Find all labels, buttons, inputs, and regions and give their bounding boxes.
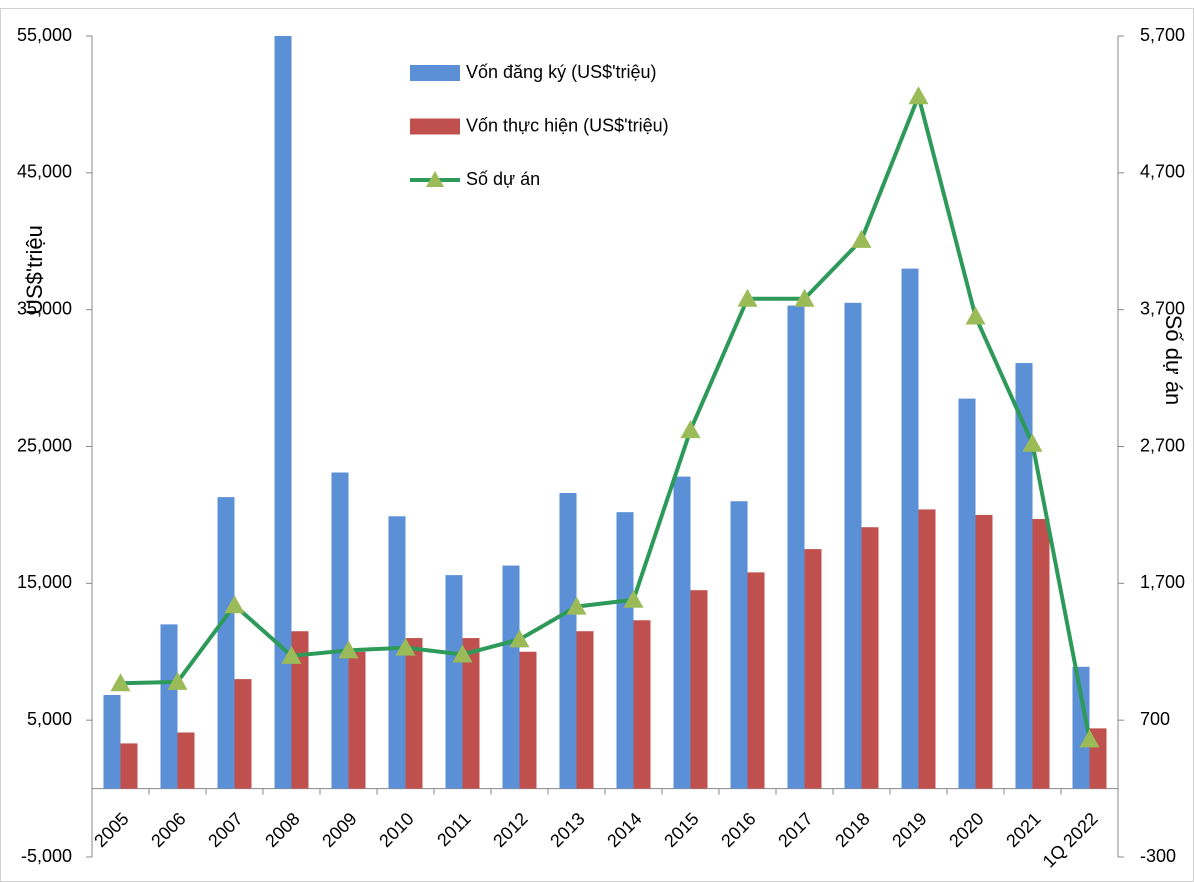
line-marker <box>509 629 530 648</box>
bar <box>633 620 651 789</box>
line-marker <box>452 644 473 663</box>
legend-marker <box>426 171 444 187</box>
bar <box>217 497 235 789</box>
y-tick-label: 25,000 <box>17 435 72 455</box>
y2-tick-label: 3,700 <box>1140 298 1185 318</box>
legend-label: Vốn đăng ký (US$'triệu) <box>466 62 657 82</box>
y2-tick-label: 4,700 <box>1140 162 1185 182</box>
y2-tick-label: 5,700 <box>1140 25 1185 45</box>
x-tick-label: 2020 <box>945 809 987 851</box>
line-marker <box>1079 729 1100 748</box>
bar <box>274 36 292 789</box>
line-marker <box>737 288 758 307</box>
x-tick-label: 2008 <box>261 809 303 851</box>
bar <box>234 679 252 789</box>
bar <box>120 743 138 789</box>
x-tick-label: 2018 <box>831 809 873 851</box>
bar <box>690 590 708 789</box>
line-marker <box>680 420 701 439</box>
x-tick-label: 2014 <box>603 809 645 851</box>
bar <box>918 509 936 789</box>
y2-tick-label: -300 <box>1140 846 1176 866</box>
x-tick-label: 2011 <box>433 809 475 851</box>
x-tick-label: 2007 <box>204 809 246 851</box>
y-tick-label: 55,000 <box>17 25 72 45</box>
bar <box>730 501 748 789</box>
y2-tick-label: 700 <box>1140 709 1170 729</box>
bar <box>616 512 634 789</box>
bar <box>861 527 879 789</box>
y-tick-label: 35,000 <box>17 298 72 318</box>
x-tick-label: 1Q 2022 <box>1039 809 1102 872</box>
line-marker <box>1022 433 1043 452</box>
x-tick-label: 2016 <box>717 809 759 851</box>
line-marker <box>281 645 302 664</box>
y-axis-title: US$'triệu <box>22 225 47 315</box>
line <box>120 89 1092 740</box>
bar <box>1072 666 1090 789</box>
line-marker <box>965 306 986 325</box>
bar <box>1032 519 1050 789</box>
x-tick-label: 2015 <box>660 809 702 851</box>
bar <box>844 302 862 789</box>
bar <box>804 549 822 789</box>
line-marker <box>395 637 416 656</box>
bar <box>673 476 691 789</box>
line-marker <box>167 671 188 690</box>
bar <box>462 638 480 789</box>
x-tick-label: 2017 <box>774 809 816 851</box>
x-tick-label: 2010 <box>375 809 417 851</box>
bar <box>787 305 805 789</box>
y-tick-label: -5,000 <box>21 846 72 866</box>
bar <box>348 651 366 789</box>
bar <box>177 732 195 789</box>
y-tick-label: 5,000 <box>27 709 72 729</box>
bar <box>405 638 423 789</box>
y2-axis-title: Số dự án <box>1161 315 1186 406</box>
legend-label: Số dự án <box>466 169 540 189</box>
x-tick-label: 2012 <box>489 809 531 851</box>
bar <box>559 493 577 789</box>
bar <box>901 268 919 789</box>
bar <box>519 651 537 789</box>
x-tick-label: 2013 <box>546 809 588 851</box>
line-marker <box>851 229 872 248</box>
bar <box>388 516 406 789</box>
x-tick-label: 2006 <box>147 809 189 851</box>
x-tick-label: 2005 <box>90 809 132 851</box>
bar <box>576 631 594 789</box>
bar <box>445 575 463 789</box>
line-marker <box>794 288 815 307</box>
bar <box>747 572 765 789</box>
line-marker <box>623 589 644 608</box>
legend-swatch <box>410 65 460 81</box>
y-tick-label: 15,000 <box>17 572 72 592</box>
legend-label: Vốn thực hiện (US$'triệu) <box>466 115 669 135</box>
line-marker <box>224 595 245 614</box>
x-tick-label: 2021 <box>1002 809 1044 851</box>
bar <box>291 631 309 789</box>
bar <box>502 565 520 789</box>
bar <box>1015 363 1033 789</box>
legend-swatch <box>410 118 460 135</box>
x-tick-label: 2019 <box>888 809 930 851</box>
bar <box>103 694 121 789</box>
bar <box>975 514 993 789</box>
line-marker <box>110 673 131 692</box>
bar <box>160 624 178 789</box>
y-tick-label: 45,000 <box>17 162 72 182</box>
bar <box>958 398 976 789</box>
line-marker <box>908 86 929 105</box>
bar <box>331 472 349 789</box>
y2-tick-label: 1,700 <box>1140 572 1185 592</box>
line-marker <box>566 596 587 615</box>
line-marker <box>338 640 359 659</box>
y2-tick-label: 2,700 <box>1140 435 1185 455</box>
x-tick-label: 2009 <box>318 809 360 851</box>
